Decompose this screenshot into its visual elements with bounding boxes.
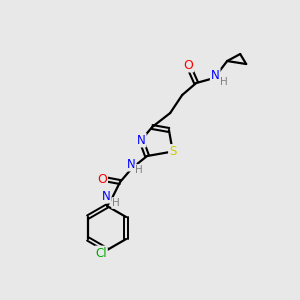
Text: N: N (127, 158, 135, 170)
Text: O: O (97, 172, 107, 185)
Text: H: H (112, 198, 120, 208)
Text: N: N (137, 134, 146, 146)
Text: Cl: Cl (95, 247, 107, 260)
Text: O: O (183, 58, 193, 71)
Text: H: H (220, 77, 228, 87)
Text: N: N (102, 190, 110, 202)
Text: H: H (135, 165, 143, 175)
Text: N: N (211, 68, 220, 82)
Text: S: S (169, 145, 176, 158)
